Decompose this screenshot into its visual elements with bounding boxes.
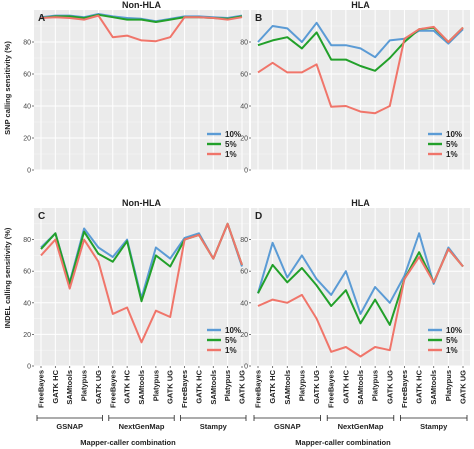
panel-a-y-tick-label: 0: [27, 168, 31, 175]
panel-b-y-tick-label: 80: [240, 40, 248, 47]
panel-c-title: Non-HLA: [122, 198, 161, 208]
panel-c-x-tick-label: GATK UG: [238, 370, 247, 404]
panel-b-y-tick-label: 40: [240, 104, 248, 111]
y-axis-title-snp: SNP calling sensitivity (%): [3, 41, 12, 135]
panel-d-group-label: GSNAP: [274, 422, 301, 431]
panel-b-legend-label: 10%: [446, 130, 462, 139]
panel-d-legend-label: 5%: [446, 336, 458, 345]
panel-c-y-tick-label: 60: [23, 269, 31, 276]
panel-b: 0 20 40 60 80 HLA B 10%5%1%: [240, 0, 470, 175]
panel-d-legend-label: 10%: [446, 326, 462, 335]
panel-d-x-tick-label: FreeBayes: [400, 370, 409, 408]
panel-b-y-tick-label: 60: [240, 72, 248, 79]
panel-c-x-tick-label: SAMtools: [137, 370, 146, 405]
panel-d-legend-label: 1%: [446, 346, 458, 355]
panel-c-legend-label: 1%: [225, 346, 237, 355]
panel-c-x-tick-label: GATK HC: [123, 369, 132, 403]
panel-d-series-1pct: [257, 248, 464, 358]
panel-c-x-tick-label: SAMtools: [209, 370, 218, 405]
panel-a-legend-label: 5%: [225, 140, 237, 149]
panel-a-y-tick-label: 40: [23, 104, 31, 111]
panel-c-x-tick-label: SAMtools: [65, 370, 74, 405]
panel-c-y-tick-label: 40: [23, 300, 31, 307]
panel-d-x-tick-label: GATK UG: [459, 370, 468, 404]
panel-d-y-tick-label: 60: [240, 269, 248, 276]
panel-a-title: Non-HLA: [122, 0, 161, 10]
panel-a-series-1pct: [40, 14, 243, 43]
panel-d-y-tick-label: 20: [240, 332, 248, 339]
panel-b-y-tick-label: 20: [240, 136, 248, 143]
panel-c-legend-label: 5%: [225, 336, 237, 345]
panel-c-x-tick-label: Platypus: [151, 370, 160, 401]
panel-a-legend-label: 1%: [225, 150, 237, 159]
panel-c-y-tick-label: 0: [27, 364, 31, 371]
panel-b-legend-label: 5%: [446, 140, 458, 149]
panel-c-x-tick-label: Platypus: [80, 370, 89, 401]
panel-c-x-tick-label: FreeBayes: [37, 370, 46, 408]
panel-d-series-10pct: [257, 232, 464, 315]
panel-c-y-tick-label: 20: [23, 332, 31, 339]
panel-c-x-tick-label: GATK UG: [94, 370, 103, 404]
panel-c-y-tick-label: 80: [23, 237, 31, 244]
panel-c-series-1pct: [40, 222, 243, 344]
panel-c-x-tick-label: Platypus: [223, 370, 232, 401]
panel-c-group-label: GSNAP: [56, 422, 83, 431]
panel-d-x-tick-label: GATK HC: [341, 369, 350, 403]
panel-d-x-tick-label: GATK HC: [268, 369, 277, 403]
panel-d-letter: D: [255, 211, 262, 222]
panel-b-series-10pct: [257, 21, 464, 59]
panel-d-y-tick-label: 0: [244, 364, 248, 371]
x-axis-title-right: Mapper-caller combination: [295, 438, 391, 447]
panel-c-x-tick-label: GATK HC: [51, 369, 60, 403]
panel-a-y-tick-label: 80: [23, 40, 31, 47]
panel-b-letter: B: [255, 13, 262, 24]
panel-c-x-tick-label: FreeBayes: [108, 370, 117, 408]
panel-a-letter: A: [38, 13, 45, 24]
panel-d-x-tick-label: Platypus: [444, 370, 453, 401]
panel-c-letter: C: [38, 211, 45, 222]
panel-d-x-tick-label: Platypus: [297, 370, 306, 401]
panel-b-legend-label: 1%: [446, 150, 458, 159]
panel-d-x-tick-label: SAMtools: [283, 370, 292, 405]
panel-d-x-tick-label: GATK UG: [385, 370, 394, 404]
panel-a-y-tick-label: 60: [23, 72, 31, 79]
panel-b-title: HLA: [351, 0, 370, 10]
panel-c: 0 20 40 60 80 Non-HLA C 10%5%1% FreeBayes GATK HC…: [23, 198, 249, 431]
panel-b-y-tick-label: 0: [244, 168, 248, 175]
panel-d-x-tick-label: SAMtools: [429, 370, 438, 405]
panel-c-group-label: Stampy: [200, 422, 228, 431]
panel-c-group-label: NextGenMap: [119, 422, 165, 431]
panel-a-legend-label: 10%: [225, 130, 241, 139]
panel-a-y-tick-label: 20: [23, 136, 31, 143]
panel-c-legend-label: 10%: [225, 326, 241, 335]
panel-d-x-tick-label: FreeBayes: [254, 370, 263, 408]
panels: 020406080Non-HLAA10%5%1%020406080HLAB10%…: [23, 0, 470, 431]
panel-d-x-tick-label: SAMtools: [356, 370, 365, 405]
panel-c-x-tick-label: GATK HC: [194, 369, 203, 403]
panel-d-x-tick-label: Platypus: [371, 370, 380, 401]
panel-c-x-tick-label: FreeBayes: [180, 370, 189, 408]
x-axis-title-left: Mapper-caller combination: [80, 438, 176, 447]
panel-d-x-tick-label: GATK UG: [312, 370, 321, 404]
panel-d-x-tick-label: FreeBayes: [327, 370, 336, 408]
panel-d-group-label: Stampy: [420, 422, 448, 431]
panel-d-group-label: NextGenMap: [338, 422, 384, 431]
panel-d: 0 20 40 60 80 HLA D 10%5%1% FreeBayes GATK HC SAMt…: [240, 198, 470, 431]
y-axis-title-indel: INDEL calling sensitivity (%): [3, 227, 12, 328]
panel-d-y-tick-label: 80: [240, 237, 248, 244]
panel-c-x-tick-label: GATK UG: [166, 370, 175, 404]
panel-a: 0 20 40 60 80 Non-HLA A 10%5%1%: [23, 0, 249, 175]
panel-b-series-1pct: [257, 25, 464, 115]
panel-d-title: HLA: [351, 198, 370, 208]
panel-d-x-tick-label: GATK HC: [415, 369, 424, 403]
panel-d-y-tick-label: 40: [240, 300, 248, 307]
